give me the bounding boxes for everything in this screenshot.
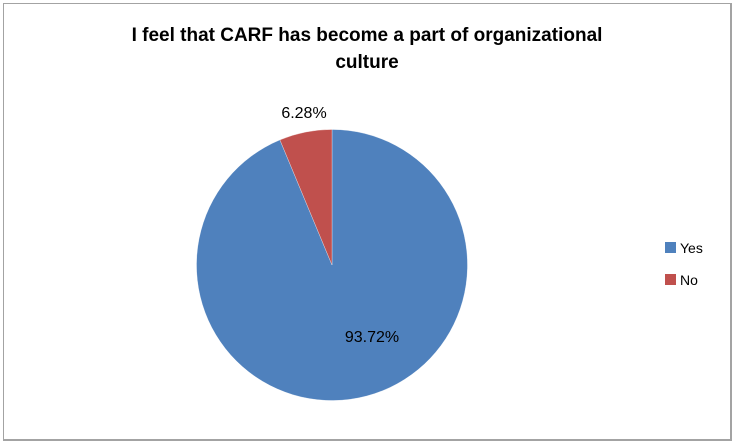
chart-title: I feel that CARF has become a part of or… — [131, 25, 603, 73]
pie-chart — [196, 129, 468, 401]
legend-swatch-no-icon — [665, 274, 676, 285]
legend-item-yes[interactable]: Yes — [665, 240, 703, 255]
legend-swatch-yes-icon — [665, 242, 676, 253]
pie-slice-no[interactable] — [279, 129, 333, 266]
legend-label-yes: Yes — [680, 239, 703, 256]
legend-item-no[interactable]: No — [665, 272, 703, 287]
data-label-yes: 93.72% — [344, 329, 400, 346]
legend: Yes No — [665, 240, 703, 304]
chart-frame: I feel that CARF has become a part of or… — [3, 3, 732, 441]
data-label-no: 6.28% — [281, 105, 327, 122]
legend-label-no: No — [680, 271, 698, 288]
